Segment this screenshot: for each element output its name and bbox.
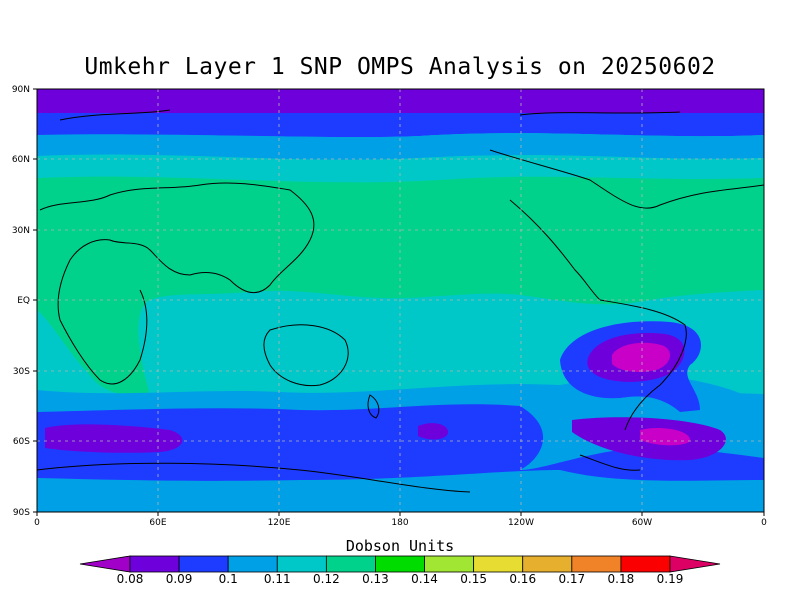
- colorbar-level-label: 0.1: [218, 572, 238, 586]
- lon-label: 60W: [632, 518, 652, 528]
- colorbar-cell: [325, 555, 376, 573]
- colorbar-level-label: 0.16: [509, 572, 537, 586]
- lon-label: 120E: [268, 518, 291, 528]
- lat-label: 30S: [13, 367, 30, 377]
- colorbar-cell: [227, 555, 278, 573]
- map-title: Umkehr Layer 1 SNP OMPS Analysis on 2025…: [84, 54, 716, 80]
- band-north-010: [37, 113, 764, 138]
- colorbar-cell: [522, 555, 573, 573]
- band-south-010: [37, 404, 764, 481]
- pool-009-a: [45, 424, 183, 453]
- tick-marks: [33, 88, 765, 516]
- colorbar-level-label: 0.19: [656, 572, 684, 586]
- colorbar-cell: [571, 555, 622, 573]
- colorbar-cell: [276, 555, 327, 573]
- colorbar-cell: [375, 555, 425, 573]
- colorbar-level-label: 0.14: [411, 572, 438, 586]
- lon-label: 60E: [149, 518, 166, 528]
- colorbar-level-label: 0.09: [165, 572, 193, 586]
- contour-fill: [37, 89, 764, 512]
- colorbar-cell: [424, 555, 475, 573]
- lat-label: EQ: [17, 296, 30, 306]
- colorbar-cell: [178, 555, 229, 573]
- colorbar: [79, 555, 721, 573]
- gridlines: [37, 89, 764, 512]
- lat-label: 60N: [12, 155, 30, 165]
- band-north-012: [37, 154, 764, 183]
- pool-009-b: [418, 423, 448, 440]
- coastlines: [37, 109, 764, 493]
- lat-label: 30N: [12, 226, 30, 236]
- lat-labels: 90N 60N 30N EQ 30S 60S 90S: [12, 85, 30, 518]
- band-013: [37, 176, 764, 396]
- lon-label: 0: [34, 518, 40, 528]
- lat-label: 90S: [13, 508, 30, 518]
- colorbar-level-label: 0.11: [263, 572, 291, 586]
- anomaly-core: [612, 342, 670, 372]
- lat-label: 60S: [13, 437, 30, 447]
- colorbar-level-label: 0.12: [313, 572, 340, 586]
- band-polar-north: [37, 89, 764, 113]
- colorbar-low-arrow: [79, 555, 131, 573]
- colorbar-cell: [620, 555, 671, 573]
- colorbar-level-label: 0.17: [558, 572, 586, 586]
- colorbar-level-label: 0.08: [116, 572, 144, 586]
- colorbar-level-label: 0.13: [362, 572, 389, 586]
- band-north-011: [37, 133, 764, 160]
- colorbar-labels: 0.08 0.09 0.1 0.11 0.12 0.13 0.14 0.15 0.16 0.17 0…: [0, 572, 800, 588]
- colorbar-cell: [473, 555, 524, 573]
- lon-label: 180: [391, 518, 408, 528]
- colorbar-level-label: 0.15: [460, 572, 487, 586]
- band-polar-south: [37, 488, 764, 512]
- colorbar-cell: [129, 555, 180, 573]
- lon-labels: 0 60E 120E 180 120W 60W 0: [34, 518, 767, 528]
- lon-label: 120W: [508, 518, 534, 528]
- colorbar-title: Dobson Units: [345, 537, 455, 555]
- lon-label: 0: [761, 518, 767, 528]
- anomaly-core-2: [640, 428, 690, 446]
- lat-label: 90N: [12, 85, 30, 95]
- colorbar-level-label: 0.18: [607, 572, 635, 586]
- colorbar-high-arrow: [669, 555, 721, 573]
